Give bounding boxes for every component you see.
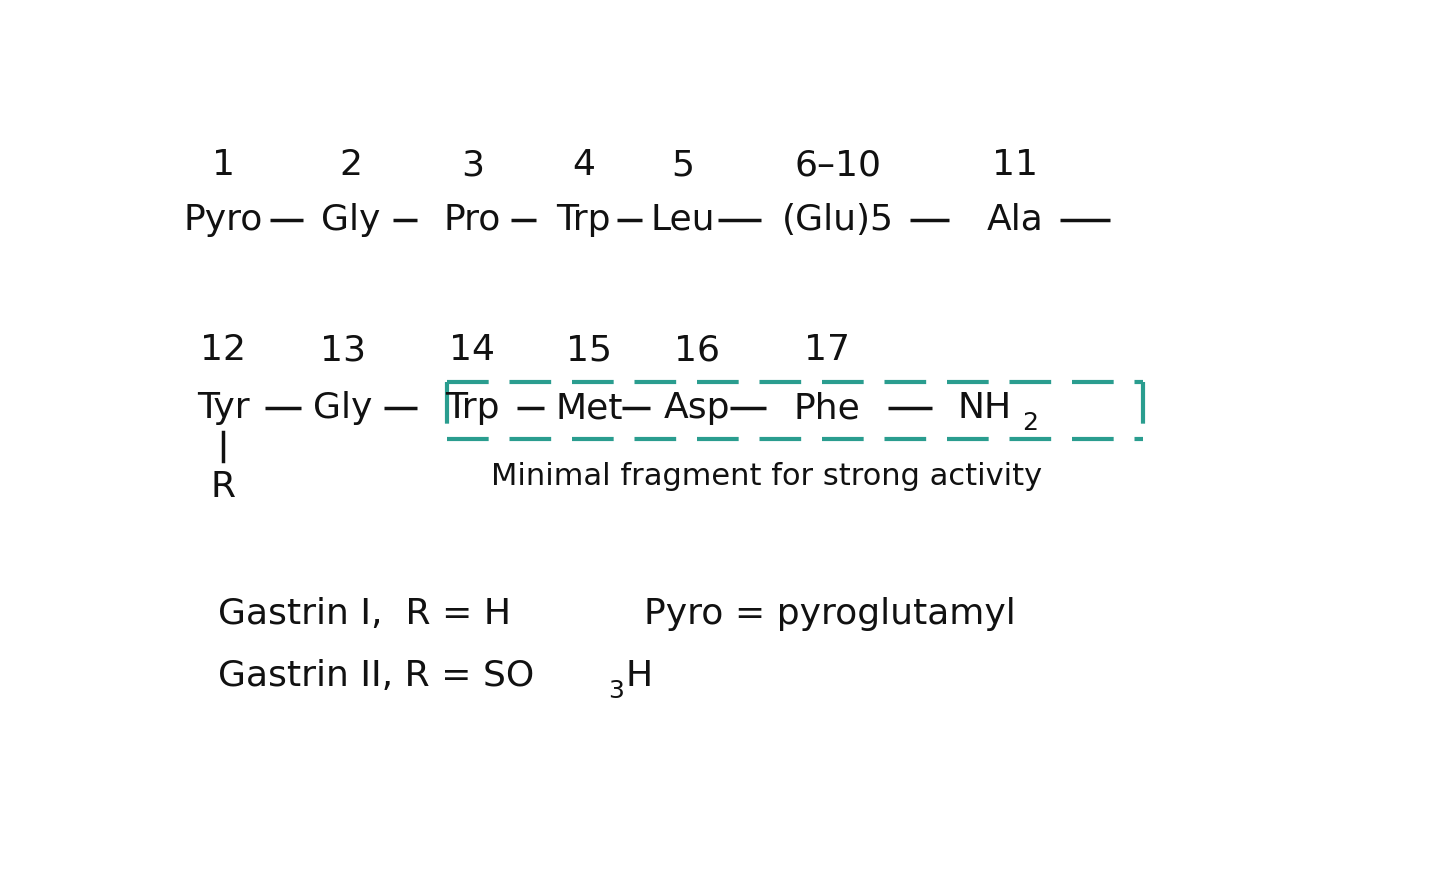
Text: 13: 13: [320, 333, 366, 367]
Text: 1: 1: [212, 148, 235, 182]
Text: Gastrin I,  R = H: Gastrin I, R = H: [217, 597, 511, 631]
Text: 11: 11: [992, 148, 1038, 182]
Text: Trp: Trp: [445, 392, 499, 425]
Text: Pyro = pyroglutamyl: Pyro = pyroglutamyl: [644, 597, 1015, 631]
Text: Minimal fragment for strong activity: Minimal fragment for strong activity: [490, 463, 1041, 491]
Text: 16: 16: [675, 333, 721, 367]
Text: Pyro: Pyro: [183, 203, 263, 237]
Text: Met: Met: [555, 392, 622, 425]
Text: H: H: [625, 659, 652, 692]
Text: 2: 2: [1022, 411, 1038, 435]
Text: 3: 3: [608, 679, 623, 703]
Text: Ala: Ala: [987, 203, 1044, 237]
Text: NH: NH: [958, 392, 1011, 425]
Text: Tyr: Tyr: [197, 392, 249, 425]
Text: (Glu)5: (Glu)5: [782, 203, 894, 237]
Text: Leu: Leu: [651, 203, 715, 237]
Text: Gly: Gly: [320, 203, 380, 237]
Text: 17: 17: [804, 333, 849, 367]
Text: 5: 5: [672, 148, 695, 182]
Text: 4: 4: [572, 148, 595, 182]
Text: Trp: Trp: [556, 203, 611, 237]
Text: Asp: Asp: [664, 392, 731, 425]
Text: 12: 12: [200, 333, 246, 367]
Text: Pro: Pro: [443, 203, 500, 237]
Text: Gly: Gly: [313, 392, 372, 425]
Text: 3: 3: [460, 148, 483, 182]
Text: 14: 14: [449, 333, 495, 367]
Text: R: R: [210, 470, 236, 504]
Text: Gastrin II, R = SO: Gastrin II, R = SO: [217, 659, 533, 692]
Text: 15: 15: [566, 333, 612, 367]
Text: 2: 2: [339, 148, 362, 182]
Text: 6–10: 6–10: [795, 148, 882, 182]
Text: Phe: Phe: [794, 392, 861, 425]
